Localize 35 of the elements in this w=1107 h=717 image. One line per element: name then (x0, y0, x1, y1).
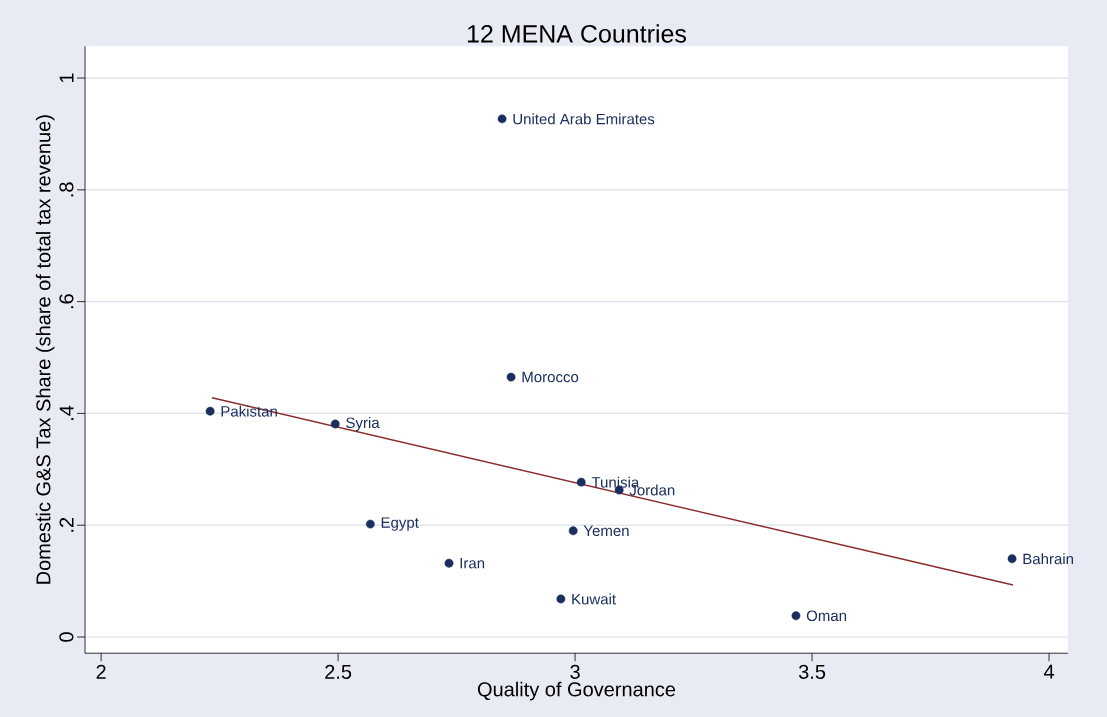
point (330, 419, 340, 429)
y-tick-label: 0 (59, 632, 74, 642)
x-tick-label: 3.5 (798, 664, 826, 679)
annotation: Kuwait (572, 593, 616, 605)
x-tick-label: 4 (1043, 664, 1055, 679)
annotation: Egypt (381, 517, 419, 531)
annotation: Oman (806, 610, 847, 622)
annotation: Bahrain (1023, 553, 1074, 565)
annotation: Syria (346, 417, 380, 432)
point (497, 114, 507, 124)
annotation: Pakistan (221, 405, 277, 417)
y-axis-title: Domestic G&S Tax Share (share of total tax revenue) (35, 115, 55, 584)
point (205, 406, 215, 416)
y-tick-label: .6 (59, 294, 74, 309)
point (506, 372, 516, 382)
y-tick-label: 1 (59, 73, 74, 83)
annotation: United Arab Emirates (513, 113, 655, 125)
point (791, 611, 801, 621)
point (1007, 554, 1017, 564)
point (556, 594, 566, 604)
x-tick-label: 2 (96, 664, 106, 679)
y-tick-label: .8 (59, 182, 74, 197)
y-tick-label: .4 (59, 405, 74, 420)
point (568, 526, 578, 536)
annotation: Morocco (522, 371, 579, 383)
point (576, 477, 586, 487)
point (444, 558, 454, 568)
point (365, 519, 375, 529)
x-axis-title: Quality of Governance (477, 681, 676, 701)
y-tick-label: .2 (59, 517, 74, 532)
annotation: Yemen (583, 525, 629, 537)
chart-title: 12 MENA Countries (467, 24, 687, 43)
annotation: Iran (460, 557, 485, 569)
x-tick-label: 3 (570, 664, 580, 679)
x-tick-label: 2.5 (325, 664, 352, 679)
